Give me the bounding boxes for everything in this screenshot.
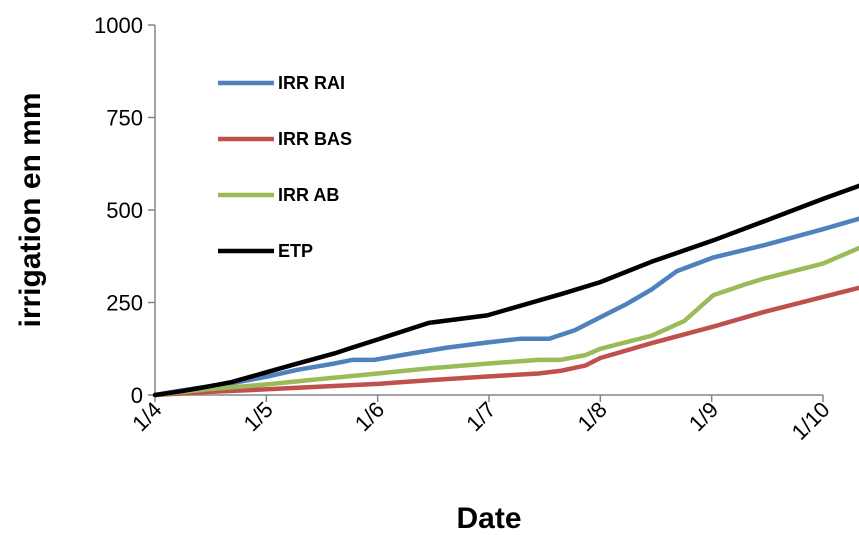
x-tick-label: 1/5	[239, 397, 278, 436]
y-tick-label: 1000	[94, 13, 143, 38]
legend-label: ETP	[278, 241, 313, 261]
series-line-3	[152, 183, 859, 398]
x-axis-title: Date	[456, 502, 521, 535]
legend-label: IRR BAS	[278, 129, 352, 149]
legend-label: IRR RAI	[278, 73, 345, 93]
series-line-0	[152, 216, 859, 398]
series-layer	[152, 183, 859, 398]
y-tick-label: 750	[106, 106, 143, 131]
y-tick-label: 250	[106, 291, 143, 316]
x-tick-label: 1/6	[350, 397, 389, 436]
x-tick-label: 1/7	[461, 397, 500, 436]
legend-label: IRR AB	[278, 185, 339, 205]
series-line-2	[152, 245, 859, 398]
x-tick-label: 1/9	[684, 397, 723, 436]
x-tick-label: 1/10	[787, 397, 835, 445]
y-axis-title: irrigation en mm	[14, 92, 47, 327]
y-tick-label: 0	[131, 383, 143, 408]
y-tick-label: 500	[106, 198, 143, 223]
legend: IRR RAI IRR BAS IRR AB ETP	[218, 73, 352, 261]
series-line-1	[152, 285, 859, 398]
x-tick-label: 1/8	[573, 397, 612, 436]
